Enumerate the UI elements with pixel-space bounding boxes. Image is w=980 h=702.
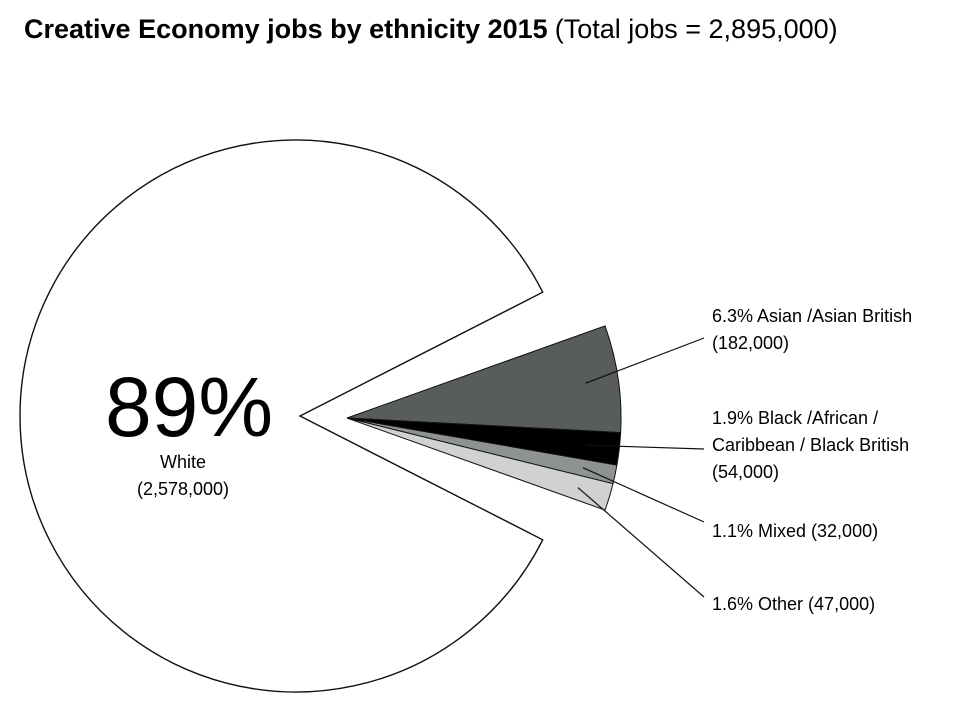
leader-lines	[577, 337, 705, 598]
slice-white	[19, 139, 544, 693]
leader-line-2	[582, 467, 705, 523]
white-percent-label: 89%	[105, 360, 273, 454]
chart-title: Creative Economy jobs by ethnicity 2015	[24, 14, 548, 44]
black-label-line3: (54,000)	[712, 462, 779, 482]
white-value-label: (2,578,000)	[137, 479, 229, 499]
white-name-label: White	[160, 452, 206, 472]
black-label-line1: 1.9% Black /African /	[712, 408, 878, 428]
asian-label-line1: 6.3% Asian /Asian British	[712, 306, 912, 326]
black-label-line2: Caribbean / Black British	[712, 435, 909, 455]
mixed-label: 1.1% Mixed (32,000)	[712, 521, 878, 541]
chart-subtitle: (Total jobs = 2,895,000)	[555, 14, 838, 44]
pie-slices	[19, 139, 622, 693]
chart-title-line: Creative Economy jobs by ethnicity 2015(…	[24, 14, 838, 44]
leader-line-1	[586, 444, 705, 450]
asian-label-line2: (182,000)	[712, 333, 789, 353]
leader-line-3	[577, 487, 705, 598]
leader-line-0	[585, 337, 705, 384]
slice-3	[346, 417, 614, 511]
other-label: 1.6% Other (47,000)	[712, 594, 875, 614]
